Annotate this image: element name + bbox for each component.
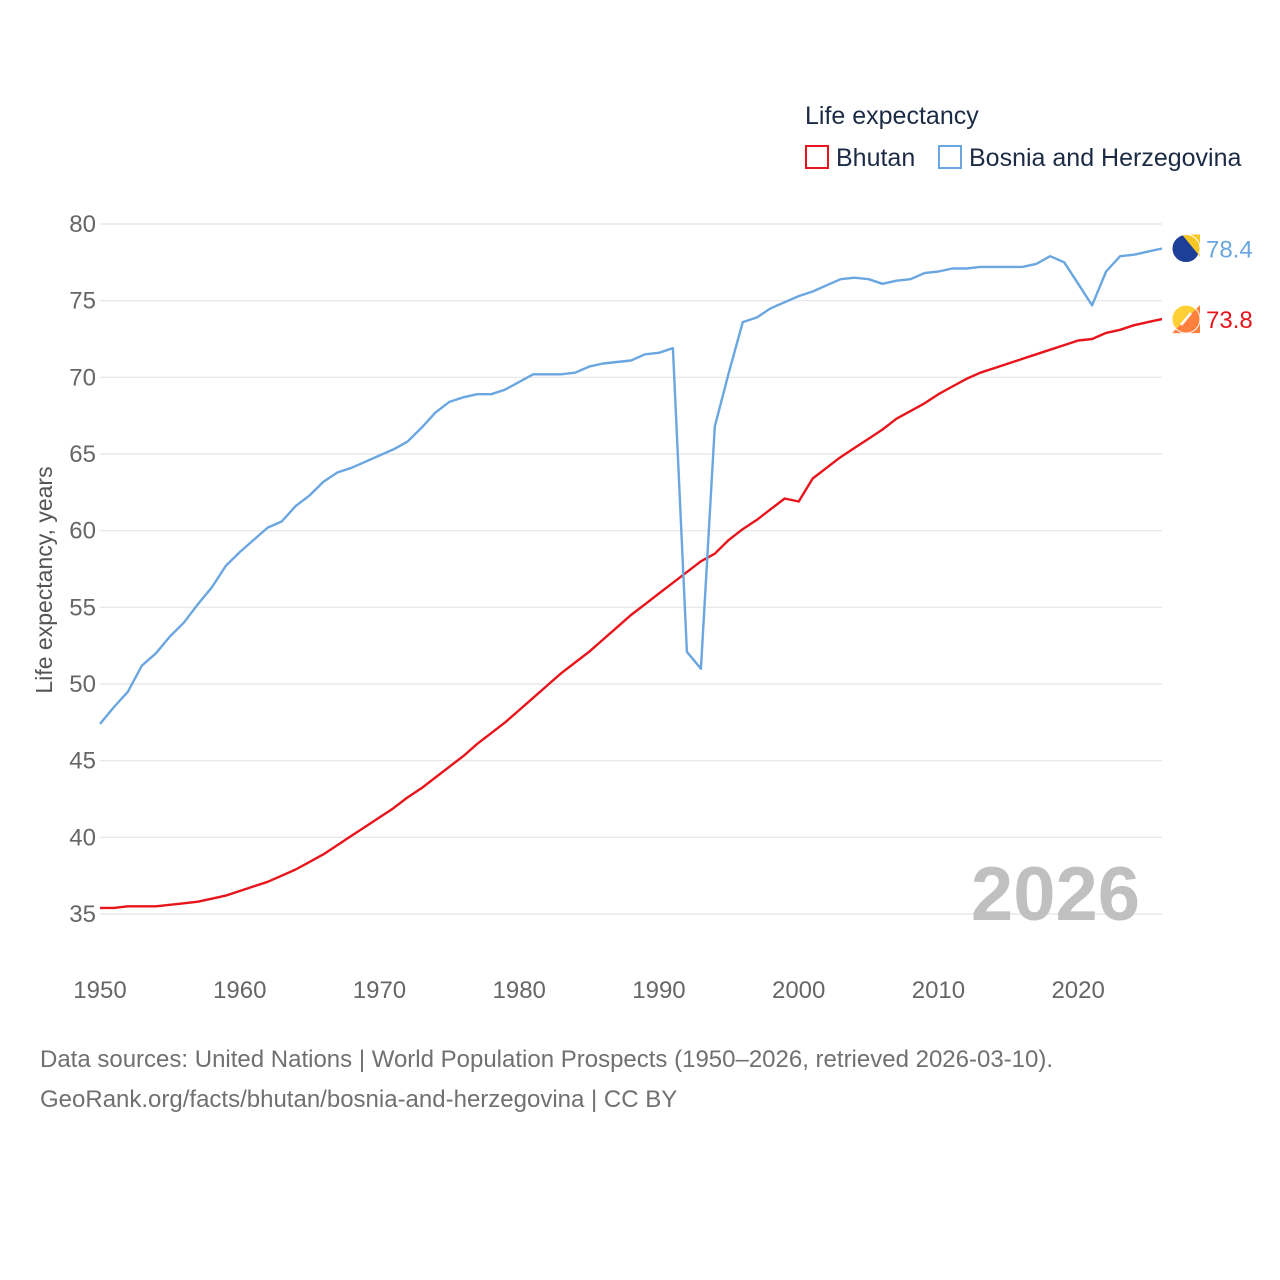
y-tick-label-65: 65 [69,441,96,468]
y-tick-label-45: 45 [69,748,96,775]
x-tick-label-2020: 2020 [1051,977,1104,1004]
y-tick-label-35: 35 [69,901,96,928]
y-tick-label-60: 60 [69,518,96,545]
x-tick-label-1990: 1990 [632,977,685,1004]
source-note: Data sources: United Nations | World Pop… [40,1040,1053,1120]
x-tick-label-1960: 1960 [213,977,266,1004]
source-line-1: Data sources: United Nations | World Pop… [40,1046,1054,1073]
x-axis-ticks: 1950 1960 1970 1980 1990 2000 2010 2020 [73,977,1105,1004]
end-markers: 73.8 78.4 [1171,234,1253,334]
y-tick-label-55: 55 [69,594,96,621]
flag-bosnia-triangle [1182,234,1200,257]
end-value-label-bhutan: 73.8 [1206,307,1253,334]
y-tick-label-50: 50 [69,671,96,698]
source-line-2[interactable]: GeoRank.org/facts/bhutan/bosnia-and-herz… [40,1086,678,1113]
y-tick-label-40: 40 [69,824,96,851]
y-tick-label-75: 75 [69,288,96,315]
legend-swatch-bosnia[interactable] [938,145,962,169]
flag-ring [1171,304,1201,334]
x-tick-label-1970: 1970 [353,977,406,1004]
year-watermark: 2026 [971,852,1140,937]
legend-label-bhutan[interactable]: Bhutan [836,144,915,172]
end-value-label-bosnia-and-herzegovina: 78.4 [1206,237,1253,264]
x-tick-label-2010: 2010 [912,977,965,1004]
life-expectancy-chart: 35 40 45 50 55 60 65 70 75 80 1950 1960 1970 1980 199… [31,102,1253,1004]
legend-swatch-bhutan[interactable] [805,145,829,169]
series-line-bhutan[interactable] [100,317,1163,910]
legend-title: Life expectancy [805,102,979,130]
y-axis-label: Life expectancy, years [31,466,57,693]
flag-bhutan-dragon [1180,312,1192,326]
series-lines [99,247,1163,910]
x-tick-label-2000: 2000 [772,977,825,1004]
legend-label-bosnia[interactable]: Bosnia and Herzegovina [969,144,1241,172]
legend: Life expectancy Bhutan Bosnia and Herzeg… [805,102,1241,172]
end-marker-bosnia-and-herzegovina: 78.4 [1171,234,1253,264]
flag-ring [1171,234,1201,264]
y-axis-ticks: 35 40 45 50 55 60 65 70 75 80 [69,211,96,928]
series-line-bosnia-and-herzegovina[interactable] [99,247,1163,725]
x-tick-label-1980: 1980 [493,977,546,1004]
grid-lines [100,223,1162,915]
y-tick-label-70: 70 [69,364,96,391]
end-marker-bhutan: 73.8 [1171,304,1253,334]
x-tick-label-1950: 1950 [73,977,126,1004]
y-tick-label-80: 80 [69,211,96,238]
